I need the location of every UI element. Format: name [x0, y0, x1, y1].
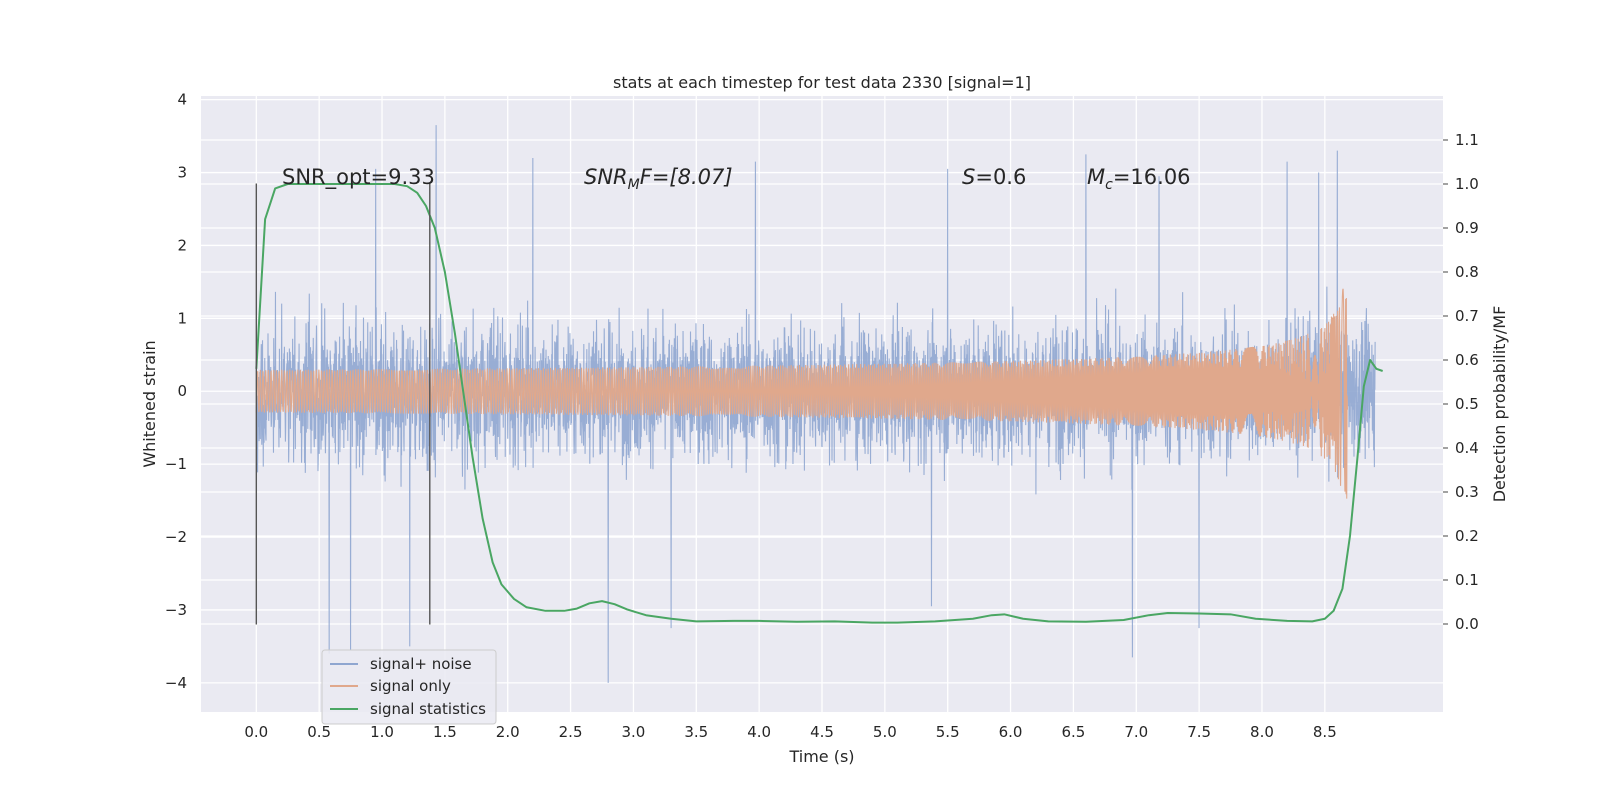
- x-tick-label: 4.5: [810, 723, 834, 741]
- series-signal-statistics: [255, 183, 1383, 624]
- y-tick-label-right: 0.9: [1455, 219, 1479, 237]
- x-tick-label: 3.5: [684, 723, 708, 741]
- legend-box: [321, 649, 497, 725]
- x-tick-label: 5.0: [873, 723, 897, 741]
- y-tick-label-left: −1: [165, 455, 187, 473]
- x-tick-label: 8.5: [1313, 723, 1337, 741]
- series-signal-only: [255, 288, 1349, 499]
- y-tick-label-right: 0.8: [1455, 263, 1479, 281]
- y-tick-label-left: 4: [177, 91, 187, 109]
- annotation-s: S=0.6: [962, 165, 1026, 189]
- y-axis-label-right: Detection probability/MF: [1490, 306, 1509, 503]
- annotation-s-label: S: [962, 165, 975, 189]
- y-tick-label-right: 0.3: [1455, 483, 1479, 501]
- y-tick-label-right: 0.2: [1455, 527, 1479, 545]
- legend: signal+ noise signal only signal statist…: [321, 649, 497, 725]
- vertical-lines: [255, 183, 431, 625]
- annotation-snr-opt: SNR_opt=9.33: [282, 165, 435, 190]
- y-tick-label-left: −3: [165, 601, 187, 619]
- x-tick-label: 7.0: [1124, 723, 1148, 741]
- x-tick-label: 7.5: [1187, 723, 1211, 741]
- x-tick-label: 6.0: [999, 723, 1023, 741]
- y-tick-label-right: 1.1: [1455, 131, 1479, 149]
- grid-y: [201, 98, 1443, 684]
- x-tick-label: 6.5: [1061, 723, 1085, 741]
- annotation-mc-rest: =16.06: [1113, 165, 1191, 189]
- x-tick-label: 0.0: [244, 723, 268, 741]
- annotation-snr-mf: SNRMF=[8.07]: [584, 165, 733, 193]
- x-tick-label: 4.0: [747, 723, 771, 741]
- y-tick-label-left: 0: [177, 382, 187, 400]
- y-tick-label-right: 0.4: [1455, 439, 1479, 457]
- y-tick-label-left: 3: [177, 164, 187, 182]
- y-tick-label-left: 1: [177, 309, 187, 327]
- y-ticks-left: 4 3 2 1 0 −1 −2 −3 −4: [165, 91, 187, 692]
- y-axis-label-left: Whitened strain: [140, 340, 159, 467]
- annotation-mc: Mc=16.06: [1087, 165, 1191, 193]
- x-tick-label: 2.5: [559, 723, 583, 741]
- plot-layer: [255, 125, 1383, 683]
- x-tick-label: 1.0: [370, 723, 394, 741]
- y-tick-label-right: 0.7: [1455, 307, 1479, 325]
- x-ticks: 0.0 0.5 1.0 1.5 2.0 2.5 3.0 3.5 4.0 4.5 5.0 5.5 6.0 6…: [244, 723, 1336, 741]
- y-tick-label-right: 0.6: [1455, 351, 1479, 369]
- x-tick-label: 8.0: [1250, 723, 1274, 741]
- x-tick-label: 2.0: [496, 723, 520, 741]
- annotation-s-rest: =0.6: [975, 165, 1026, 189]
- annotation-mc-sub: c: [1105, 177, 1113, 193]
- y-tick-label-left: −4: [165, 674, 187, 692]
- y-tick-label-right: 0.5: [1455, 395, 1479, 413]
- x-axis-label: Time (s): [788, 747, 854, 766]
- x-tick-label: 5.5: [936, 723, 960, 741]
- y-tick-label-right: 1.0: [1455, 175, 1479, 193]
- annotation-snr-mf-label: SNR: [584, 165, 628, 189]
- annotation-snr-mf-sub: M: [628, 177, 640, 193]
- y-tick-label-right: 0.0: [1455, 615, 1479, 633]
- annotation-snr-mf-rest: F=[8.07]: [640, 165, 733, 189]
- legend-label-signal: signal only: [370, 677, 451, 695]
- chart-title: stats at each timestep for test data 233…: [613, 73, 1031, 92]
- y-tick-label-left: −2: [165, 528, 187, 546]
- x-tick-label: 0.5: [307, 723, 331, 741]
- x-tick-label: 3.0: [622, 723, 646, 741]
- x-tick-label: 1.5: [433, 723, 457, 741]
- legend-label-stats: signal statistics: [370, 700, 486, 718]
- y-ticks-right: 1.1 1.0 0.9 0.8 0.7 0.6 0.5 0.4 0.3 0.2 0.1 0.0: [1443, 131, 1479, 633]
- y-tick-label-left: 2: [177, 236, 187, 254]
- legend-label-noise: signal+ noise: [370, 655, 472, 673]
- annotation-mc-label: M: [1087, 165, 1105, 189]
- y-tick-label-right: 0.1: [1455, 571, 1479, 589]
